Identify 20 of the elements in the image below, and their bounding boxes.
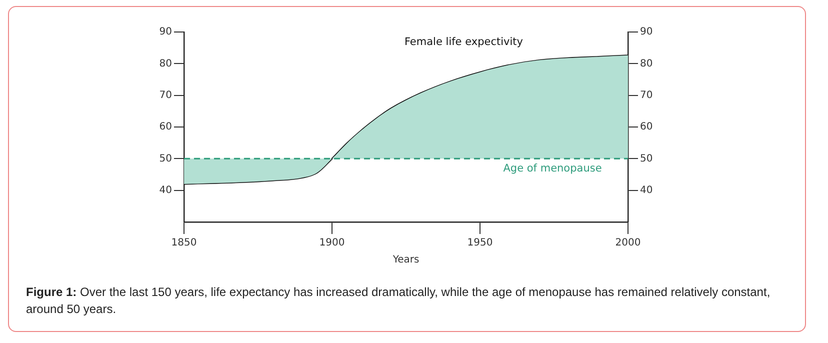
y-tick-label: 90: [159, 26, 172, 38]
y-tick-label: 50: [159, 153, 172, 164]
y-tick-label: 60: [159, 122, 172, 133]
y-tick-label: 40: [159, 184, 172, 196]
x-tick-label: 2000: [615, 238, 641, 249]
y-tick-label: 70: [159, 90, 172, 101]
y2-tick-label: 90: [640, 26, 653, 38]
caption: Figure 1: Over the last 150 years, life expectancy has increased dramatically, while the age of menopause has remained relatively constant, around 50 years.: [26, 284, 772, 318]
y-tick-label: 80: [159, 58, 172, 70]
y2-tick-label: 70: [640, 90, 653, 101]
x-tick-label: 1950: [467, 238, 493, 249]
x-axis-title: Years: [392, 254, 420, 266]
x-tick-label: 1850: [171, 238, 197, 249]
y2-tick-label: 40: [640, 184, 653, 196]
y2-tick-label: 50: [640, 153, 653, 164]
y2-tick-label: 60: [640, 122, 653, 133]
ref-line-label: Age of menopause: [503, 162, 602, 175]
series-label: Female life expectivity: [404, 36, 523, 48]
y2-tick-label: 80: [640, 58, 653, 70]
x-tick-label: 1900: [319, 238, 345, 249]
